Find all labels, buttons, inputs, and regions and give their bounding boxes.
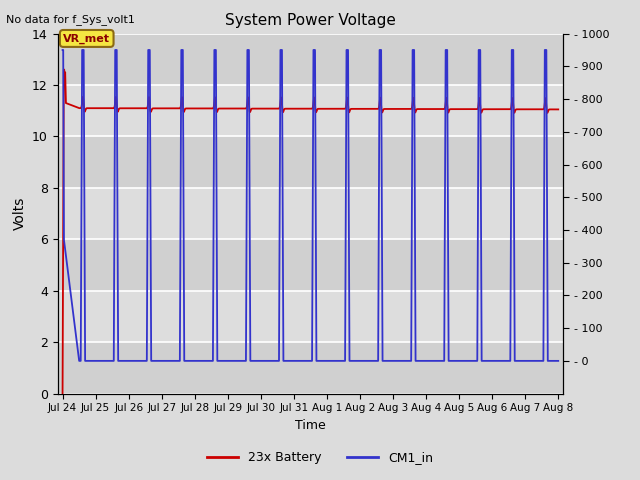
Y-axis label: Volts: Volts xyxy=(12,197,26,230)
Bar xyxy=(58,291,563,342)
Bar xyxy=(58,188,563,240)
Bar xyxy=(58,34,563,85)
Bar xyxy=(58,85,563,136)
Legend: 23x Battery, CM1_in: 23x Battery, CM1_in xyxy=(202,446,438,469)
Bar xyxy=(58,240,563,291)
Title: System Power Voltage: System Power Voltage xyxy=(225,13,396,28)
Text: No data for f_Sys_volt1: No data for f_Sys_volt1 xyxy=(6,14,135,25)
Bar xyxy=(58,136,563,188)
Bar xyxy=(58,342,563,394)
X-axis label: Time: Time xyxy=(295,419,326,432)
Text: VR_met: VR_met xyxy=(63,33,110,44)
